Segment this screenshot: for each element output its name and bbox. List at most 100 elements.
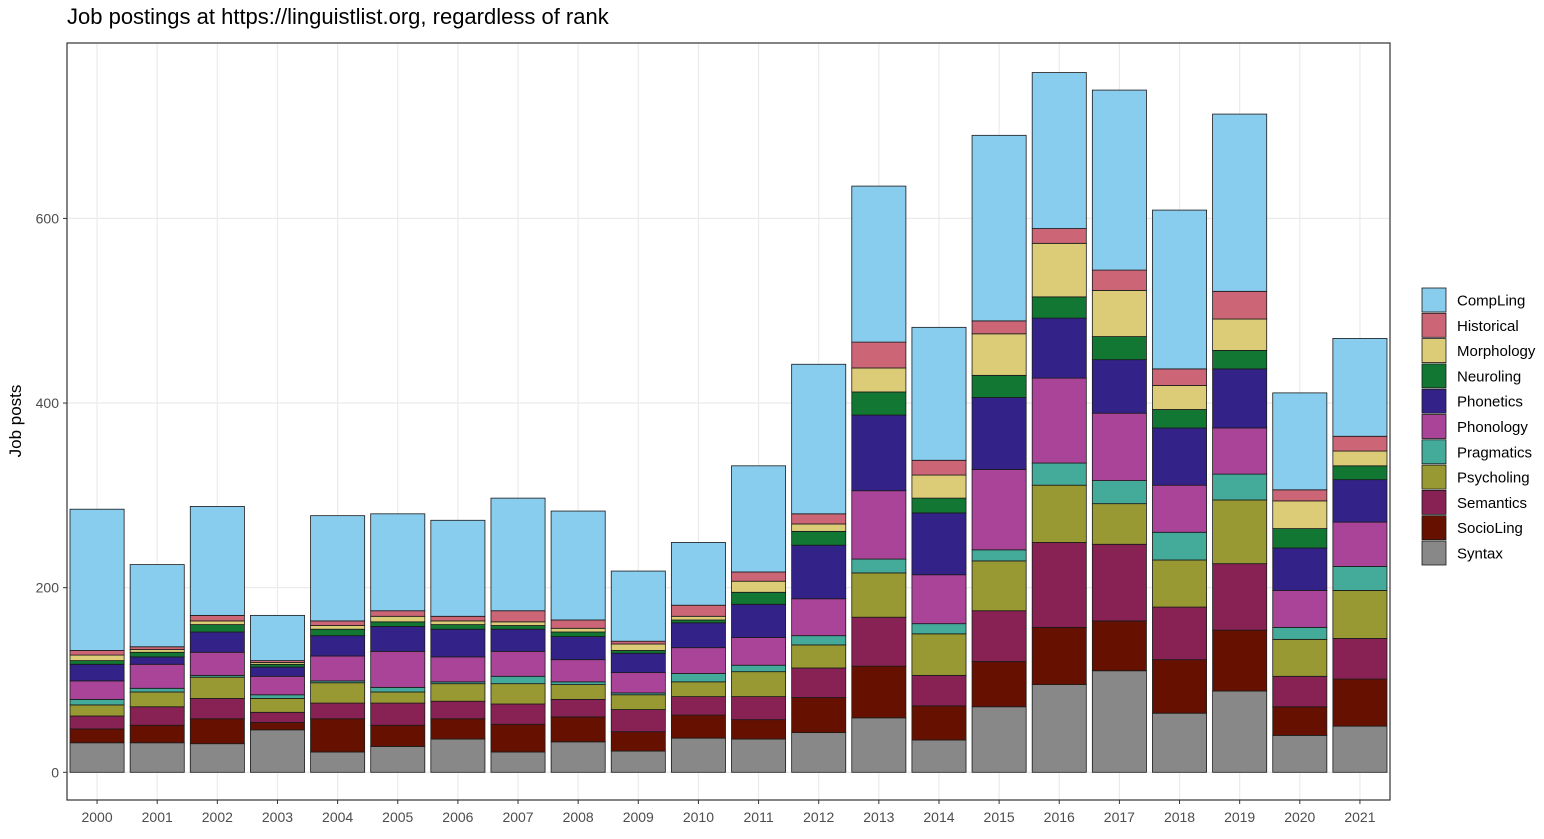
bar-segment-psycholing <box>189 676 245 699</box>
x-tick-label: 2015 <box>984 809 1015 825</box>
x-tick-label: 2014 <box>923 809 954 825</box>
bar-segment-phonetics <box>69 663 125 682</box>
bar-segment-semantics <box>731 696 787 721</box>
bar-segment-semantics <box>1091 543 1147 622</box>
bar-segment-phonology <box>610 672 666 694</box>
bar-segment-morphology <box>129 649 185 653</box>
legend-label-phonetics: Phonetics <box>1457 394 1523 411</box>
bar-segment-syntax <box>550 741 606 773</box>
bar-segment-neuroling <box>370 621 426 627</box>
y-axis: 0 200 400 600 <box>36 210 67 780</box>
y-tick-label: 0 <box>51 764 59 780</box>
bar-segment-socioling <box>69 728 125 744</box>
bar-segment-semantics <box>610 709 666 733</box>
bar-segment-semantics <box>1272 675 1328 708</box>
x-tick-label: 2016 <box>1044 809 1075 825</box>
bar-segment-morphology <box>189 620 245 625</box>
bar-segment-phonology <box>490 650 546 677</box>
bar-segment-phonology <box>1091 412 1147 481</box>
bar-segment-psycholing <box>430 683 486 702</box>
bar-segment-semantics <box>490 703 546 725</box>
bar-segment-socioling <box>791 697 847 734</box>
bar-segment-socioling <box>1152 659 1207 714</box>
y-tick-label: 600 <box>36 210 60 226</box>
bar-segment-neuroling <box>791 530 847 546</box>
bar-segment-semantics <box>310 702 366 720</box>
bar-segment-morphology <box>911 474 967 499</box>
bar-segment-syntax <box>310 751 366 773</box>
bar-segment-socioling <box>911 705 967 741</box>
bar-segment-phonology <box>851 490 907 560</box>
bar-segment-historical <box>971 320 1027 335</box>
legend-swatch-socioling <box>1421 515 1447 541</box>
legend-label-semantics: Semantics <box>1457 495 1527 512</box>
bar-segment-psycholing <box>670 681 726 698</box>
x-tick-label: 2020 <box>1284 809 1315 825</box>
bar-segment-compling <box>911 326 967 461</box>
x-tick-label: 2008 <box>563 809 594 825</box>
bar-segment-historical <box>189 614 245 622</box>
x-tick-label: 2019 <box>1224 809 1255 825</box>
bar-segment-socioling <box>310 718 366 753</box>
legend-swatch-compling <box>1421 287 1447 313</box>
bar-segment-semantics <box>189 698 245 720</box>
bar-segment-morphology <box>430 620 486 625</box>
bar-segment-morphology <box>1091 290 1147 337</box>
bar-segment-pragmatics <box>550 681 606 686</box>
bar-segment-historical <box>851 341 907 369</box>
bar-segment-phonology <box>129 663 185 689</box>
bar-segment-pragmatics <box>851 558 907 574</box>
x-tick-label: 2013 <box>863 809 894 825</box>
bar-segment-syntax <box>250 729 305 773</box>
x-tick-label: 2001 <box>142 809 173 825</box>
bar-segment-pragmatics <box>670 673 726 683</box>
bar-segment-phonetics <box>189 631 245 653</box>
bar-segment-neuroling <box>851 391 907 416</box>
bar-segment-neuroling <box>250 663 305 668</box>
bar-segment-neuroling <box>310 628 366 637</box>
bar-segment-syntax <box>370 746 426 773</box>
bar-segment-compling <box>1091 89 1147 271</box>
bar-segment-morphology <box>1031 242 1087 298</box>
y-tick-label: 200 <box>36 580 60 596</box>
bar-segment-psycholing <box>610 694 666 710</box>
bar-segment-socioling <box>670 714 726 739</box>
bar-segment-morphology <box>670 615 726 621</box>
legend-label-pragmatics: Pragmatics <box>1457 444 1532 461</box>
bar-segment-historical <box>610 640 666 645</box>
bar-segment-historical <box>1332 435 1388 452</box>
bar-segment-pragmatics <box>731 664 787 673</box>
bar-segment-historical <box>670 604 726 617</box>
legend-label-psycholing: Psycholing <box>1457 470 1530 487</box>
legend-swatch-phonetics <box>1421 388 1447 414</box>
bar-segment-neuroling <box>1091 336 1147 361</box>
x-tick-label: 2006 <box>442 809 473 825</box>
bar-segment-morphology <box>731 580 787 593</box>
bar-segment-compling <box>670 542 726 606</box>
bar-segment-neuroling <box>911 497 967 514</box>
bar-segment-phonetics <box>911 512 967 576</box>
legend-label-syntax: Syntax <box>1457 546 1503 563</box>
bar-segment-psycholing <box>1031 484 1087 543</box>
bar-segment-neuroling <box>1152 409 1207 429</box>
bar-segment-compling <box>1212 113 1268 292</box>
bar-segment-syntax <box>1031 684 1087 773</box>
bar-segment-semantics <box>1332 638 1388 680</box>
bar-segment-historical <box>490 610 546 623</box>
legend-swatch-semantics <box>1421 489 1447 515</box>
bar-segment-semantics <box>69 715 125 730</box>
bar-segment-semantics <box>370 702 426 726</box>
x-tick-label: 2000 <box>81 809 112 825</box>
bar-segment-compling <box>851 185 907 343</box>
legend-swatch-psycholing <box>1421 464 1447 490</box>
bar-segment-phonology <box>911 574 967 625</box>
bar-segment-psycholing <box>851 572 907 618</box>
bar-segment-historical <box>129 646 185 650</box>
x-tick-label: 2002 <box>202 809 233 825</box>
bar-segment-phonetics <box>1272 547 1328 591</box>
bar-segment-syntax <box>791 732 847 773</box>
bar-segment-psycholing <box>310 682 366 704</box>
bar-segment-historical <box>550 619 606 629</box>
bar-segment-neuroling <box>1031 296 1087 319</box>
bar-segment-morphology <box>490 621 546 626</box>
